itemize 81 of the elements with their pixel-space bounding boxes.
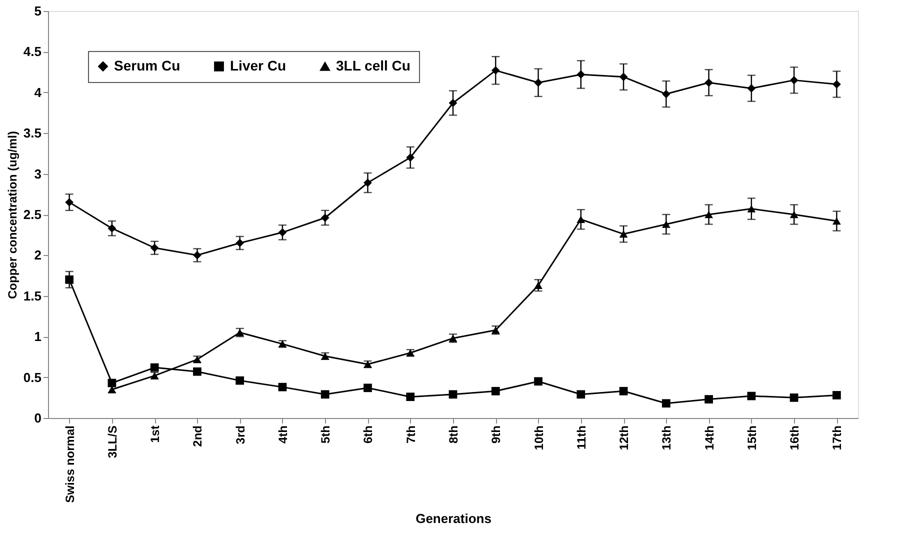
point [278,382,287,392]
y-tick-label: 0.5 [23,370,42,385]
y-axis-title: Copper concentration (ug/ml) [5,130,20,299]
point [832,391,841,400]
point [747,205,756,212]
point [448,390,458,399]
x-tick-label: 1st [148,425,162,443]
x-tick-label: 14th [702,426,716,450]
x-tick-label: 3rd [233,426,248,444]
x-tick-label: 7th [404,426,418,444]
x-tick-label: 10th [532,426,546,450]
x-tick-label: 17th [830,426,844,450]
x-tick-label: 13th [660,426,674,450]
point [236,376,244,385]
y-tick-label: 1.5 [23,288,42,304]
point [65,275,74,284]
x-tick-label: 9th [489,426,504,444]
point [534,282,542,289]
x-tick-label: 2nd [190,426,205,447]
point [790,393,798,402]
point [491,386,500,396]
point [747,84,756,93]
point [704,210,713,218]
legend-label: 3LL cell Cu [336,58,410,74]
x-tick-label: Swiss normal [62,426,77,503]
point [278,228,287,237]
point [406,153,415,162]
point [704,395,713,404]
point [576,70,586,79]
point [747,392,756,400]
y-tick-label: 3.5 [23,126,42,141]
point [790,76,798,84]
point [150,244,159,252]
point [108,224,116,233]
point [320,390,330,399]
point [193,367,202,376]
x-tick-label: 16th [788,426,802,450]
point [364,384,372,392]
point [662,90,670,98]
x-tick-label: 15th [744,426,759,450]
x-tick-label: 3LL/S [105,426,120,458]
x-axis-title: Generations [416,510,492,526]
x-tick-label: 4th [276,426,290,444]
point [576,390,586,399]
y-tick-label: 4.5 [23,44,42,60]
point [193,251,202,260]
point [108,378,116,388]
point [364,178,372,187]
point [662,399,670,408]
point [406,392,415,402]
point [320,214,330,222]
y-tick-label: 2.5 [23,207,42,222]
y-tick-label: 5 [34,4,42,18]
point [832,80,841,88]
point [619,230,628,238]
x-tick-label: 12th [617,426,632,450]
point [491,66,500,75]
x-tick-label: 6th [361,426,376,444]
x-tick-label: 11th [574,426,588,450]
point [790,210,798,218]
y-tick-label: 3 [34,166,42,182]
point [534,78,542,87]
point [576,216,586,224]
legend-label: Liver Cu [230,57,286,74]
y-tick-label: 4 [34,84,42,100]
legend-label: Serum Cu [114,57,180,74]
point [619,386,628,396]
point [619,72,628,82]
y-tick-label: 2 [34,248,42,263]
x-tick-label: 8th [446,426,460,444]
point [150,363,159,372]
point [832,217,841,225]
point [236,238,244,248]
point [534,377,542,386]
y-tick-label: 0 [34,410,42,426]
x-tick-label: 5th [318,426,333,444]
y-tick-label: 1 [34,329,42,344]
point [662,220,670,228]
point [448,98,458,108]
point [704,78,713,87]
point [65,198,74,206]
